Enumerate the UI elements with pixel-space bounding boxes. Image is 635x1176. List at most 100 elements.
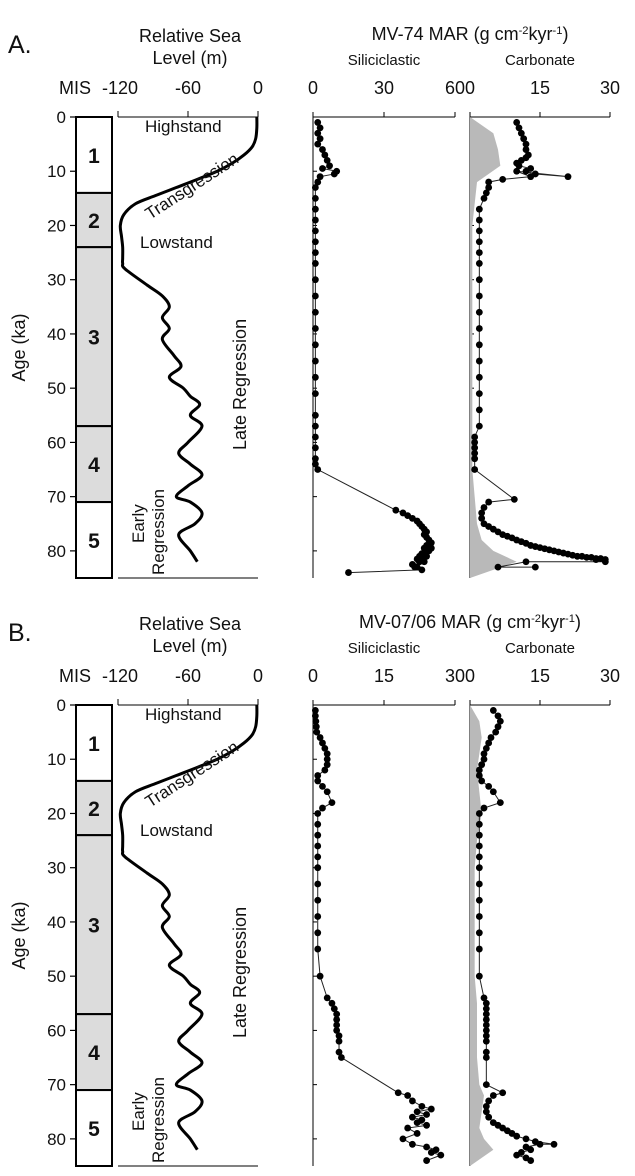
carbonate-point <box>475 249 483 256</box>
carbonate-point <box>485 178 493 186</box>
age-tick-label: 50 <box>47 967 66 986</box>
mis-stage-label: 3 <box>88 915 100 938</box>
age-tick-label: 0 <box>57 108 66 127</box>
siliciclastic-point <box>328 999 336 1007</box>
siliciclastic-point <box>392 506 400 514</box>
siliciclastic-point <box>311 276 319 284</box>
early-regression-label: Early <box>129 504 148 543</box>
carbonate-point <box>564 173 572 181</box>
siliciclastic-point <box>413 1108 421 1116</box>
carbonate-point <box>536 1140 544 1148</box>
carbonate-tick-label: 0 <box>465 78 475 98</box>
carbonate-point <box>485 739 493 747</box>
carbonate-point <box>482 999 490 1007</box>
siliciclastic-point <box>314 842 322 850</box>
carbonate-point <box>499 1089 507 1097</box>
carbonate-tick-label: 30 <box>600 666 620 686</box>
carbonate-point <box>550 1140 558 1148</box>
mis-stage-label: 5 <box>88 1118 100 1141</box>
siliciclastic-point <box>311 249 319 256</box>
siliciclastic-point <box>314 831 322 839</box>
siliciclastic-point <box>323 761 331 769</box>
carbonate-point <box>475 880 483 888</box>
siliciclastic-point <box>311 411 319 419</box>
siliciclastic-point <box>423 1121 430 1129</box>
siliciclastic-point <box>345 569 352 576</box>
siliciclastic-point <box>326 162 333 170</box>
siliciclastic-point <box>311 216 319 224</box>
sea-level-tick-label: 0 <box>253 666 263 686</box>
sea-level-curve <box>118 116 259 563</box>
carbonate-point <box>592 556 600 563</box>
carbonate-point <box>601 558 609 566</box>
carbonate-point <box>475 929 483 937</box>
carbonate-point <box>485 1113 493 1121</box>
carbonate-point <box>494 563 502 571</box>
siliciclastic-point <box>319 146 326 153</box>
carbonate-point <box>475 864 483 872</box>
siliciclastic-point <box>311 433 319 441</box>
siliciclastic-point <box>314 129 322 137</box>
carbonate-point <box>478 514 486 522</box>
mar-title: MV-07/06 MAR (g cm-2kyr-1) <box>359 612 581 632</box>
mar-title: MV-74 MAR (g cm-2kyr-1) <box>372 24 569 44</box>
siliciclastic-point <box>319 165 326 172</box>
siliciclastic-point <box>409 1113 416 1121</box>
age-tick-label: 80 <box>47 1130 66 1149</box>
sea-level-tick-label: -60 <box>175 78 201 98</box>
carbonate-point <box>482 1021 490 1029</box>
highstand-label: Highstand <box>145 117 222 136</box>
carbonate-point <box>475 238 483 246</box>
carbonate-point <box>475 341 483 349</box>
sea-level-tick-label: -120 <box>102 78 138 98</box>
siliciclastic-point <box>319 782 326 790</box>
siliciclastic-point <box>311 712 319 720</box>
carbonate-point <box>475 945 483 953</box>
carbonate-point <box>475 216 483 224</box>
siliciclastic-point <box>335 1048 343 1056</box>
early-regression-label: Early <box>129 1092 148 1131</box>
siliciclastic-point <box>416 558 423 566</box>
age-tick-label: 50 <box>47 379 66 398</box>
siliciclastic-point <box>328 799 336 807</box>
carbonate-point <box>482 1048 490 1056</box>
age-tick-label: 20 <box>47 216 66 235</box>
siliciclastic-point <box>316 972 324 980</box>
carbonate-point <box>475 325 483 332</box>
carbonate-point <box>517 129 525 137</box>
siliciclastic-title: Siliciclastic <box>348 52 421 69</box>
siliciclastic-point <box>314 820 322 828</box>
carbonate-shaded-envelope <box>470 705 494 1166</box>
mis-header: MIS <box>59 78 91 98</box>
siliciclastic-point <box>333 1010 341 1018</box>
siliciclastic-point <box>311 292 319 300</box>
carbonate-point <box>496 717 504 725</box>
carbonate-point <box>485 782 493 790</box>
carbonate-point <box>482 189 490 197</box>
siliciclastic-point <box>311 373 319 381</box>
siliciclastic-point <box>314 853 322 861</box>
age-tick-label: 0 <box>57 696 66 715</box>
siliciclastic-point <box>333 1027 341 1034</box>
carbonate-point <box>475 913 483 920</box>
carbonate-tick-label: 15 <box>530 666 550 686</box>
siliciclastic-point <box>313 728 321 736</box>
carbonate-point <box>520 135 528 143</box>
siliciclastic-point <box>311 260 319 267</box>
carbonate-point <box>471 444 479 452</box>
siliciclastic-point <box>333 1016 341 1023</box>
late-regression-label: Late Regression <box>230 319 250 450</box>
siliciclastic-tick-label: 30 <box>374 78 394 98</box>
carbonate-point <box>471 439 479 446</box>
age-axis-label: Age (ka) <box>9 313 29 381</box>
siliciclastic-point <box>312 717 320 725</box>
carbonate-point <box>482 1027 490 1034</box>
mis-stage-box <box>75 1089 113 1167</box>
carbonate-tick-label: 30 <box>600 78 620 98</box>
mis-stage-box <box>75 1013 113 1092</box>
siliciclastic-point <box>418 566 426 574</box>
carbonate-point <box>494 723 502 731</box>
panel-label: A. <box>8 31 32 59</box>
carbonate-point <box>475 972 483 980</box>
